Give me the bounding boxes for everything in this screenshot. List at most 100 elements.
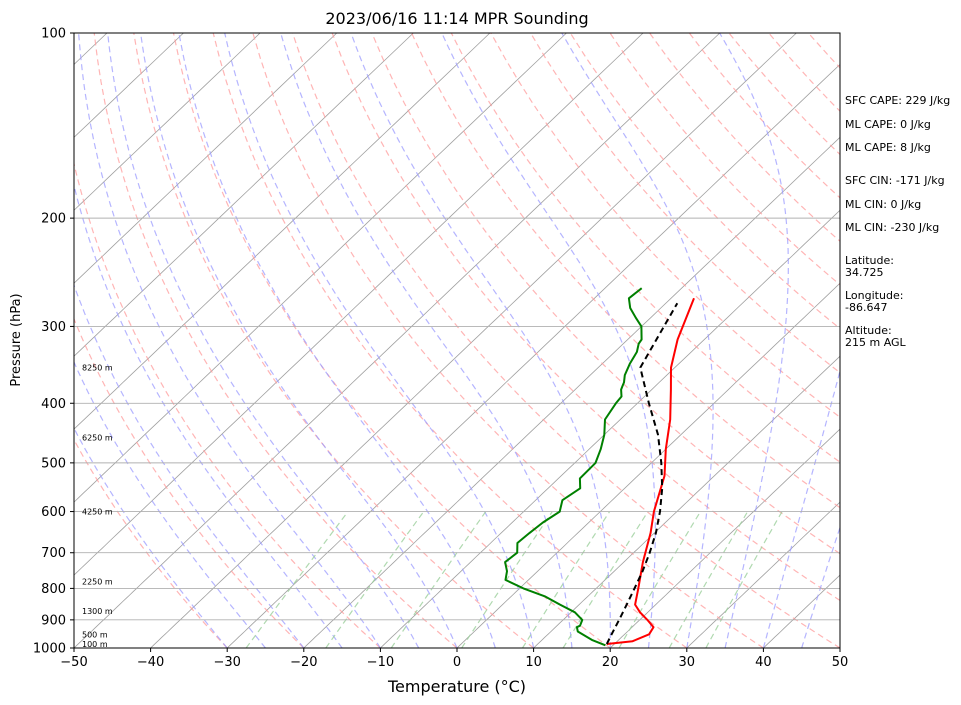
x-tick-label: −10 [367, 655, 394, 670]
mixing-ratio-line [521, 511, 611, 648]
ml-cape-text: ML CAPE: 0 J/kg [845, 118, 931, 131]
mixing-ratio-line [705, 511, 783, 648]
x-tick-label: 40 [755, 655, 772, 670]
dry-adiabat-line [450, 33, 840, 463]
moist-adiabat-line [107, 33, 420, 648]
x-tick-label: −30 [213, 655, 240, 670]
ml-cin-text-2: ML CIN: -230 J/kg [845, 221, 939, 234]
mixing-ratio-line [245, 511, 349, 648]
y-axis-ticks: 100 200 300 400 500 600 700 800 900 1000 [33, 27, 74, 657]
isotherm-line [74, 33, 721, 648]
dry-adiabat-line [609, 33, 840, 286]
sounding-series [504, 287, 695, 647]
moist-adiabat-line [178, 33, 496, 648]
latitude-value: 34.725 [845, 266, 884, 279]
moist-adiabat-line [140, 33, 458, 648]
moist-adiabat-line [561, 33, 714, 648]
height-label: 6250 m [82, 434, 113, 443]
moist-adiabat-line [801, 525, 840, 648]
moist-adiabat-line [762, 368, 840, 648]
dry-adiabat-line [74, 161, 381, 648]
isotherm-line [74, 33, 338, 284]
sfc-cape-text: SFC CAPE: 229 J/kg [845, 94, 950, 107]
dry-adiabat-line [331, 33, 840, 602]
x-tick-label: −20 [290, 655, 317, 670]
x-axis-ticks: −50 −40 −30 −20 −10 0 10 20 30 40 50 [60, 648, 848, 670]
moist-adiabat-line [74, 283, 305, 648]
pressure-gridlines [74, 32, 840, 649]
isotherm-line [150, 33, 797, 648]
x-tick-label: 20 [602, 655, 619, 670]
isotherm-line [686, 501, 840, 648]
y-tick-label: 700 [41, 546, 66, 561]
moist-adiabat-line [280, 33, 573, 648]
dry-adiabat-line [530, 33, 840, 374]
dry-adiabat-line [252, 33, 764, 648]
x-tick-label: 10 [525, 655, 542, 670]
mixing-ratio-line [562, 511, 649, 648]
altitude-label: Altitude: [845, 324, 892, 337]
y-tick-label: 300 [41, 320, 66, 335]
isotherm-line [609, 428, 840, 648]
ml-cape-text-2: ML CAPE: 8 J/kg [845, 141, 931, 154]
height-label: 1300 m [82, 607, 113, 616]
y-axis-label: Pressure (hPa) [9, 293, 24, 386]
dewpoint-line [504, 287, 643, 647]
y-tick-label: 100 [41, 27, 66, 42]
moist-adiabat-line [441, 33, 656, 648]
isotherm-line [74, 33, 567, 503]
y-tick-label: 600 [41, 505, 66, 520]
y-tick-label: 900 [41, 613, 66, 628]
mixing-ratio-line [390, 511, 487, 648]
longitude-label: Longitude: [845, 289, 903, 302]
y-tick-label: 800 [41, 582, 66, 597]
moist-adiabat-line [74, 427, 228, 648]
plot-frame [73, 32, 841, 649]
isotherm-line [74, 33, 491, 430]
y-tick-label: 400 [41, 397, 66, 412]
sounding-parameters: SFC CAPE: 229 J/kg ML CAPE: 0 J/kg ML CA… [845, 94, 950, 349]
y-tick-label: 500 [41, 456, 66, 471]
dry-adiabat-line [490, 33, 840, 418]
isotherm-line [456, 282, 840, 648]
height-label: 8250 m [82, 364, 113, 373]
moist-adiabat-line [74, 183, 343, 648]
dry-adiabat-line [371, 33, 840, 555]
latitude-label: Latitude: [845, 254, 894, 267]
x-axis-label: Temperature (°C) [387, 677, 526, 696]
longitude-value: -86.647 [845, 301, 887, 314]
dry-adiabat-line [212, 33, 688, 648]
ml-cin-text: ML CIN: 0 J/kg [845, 198, 921, 211]
parcel-path-line [605, 302, 679, 645]
height-label: 100 m [82, 640, 108, 649]
x-tick-label: −50 [60, 655, 87, 670]
x-tick-label: 50 [832, 655, 849, 670]
altitude-value: 215 m AGL [845, 336, 907, 349]
dry-adiabat-line [569, 33, 840, 330]
moist-adiabat-line [719, 33, 789, 648]
dry-adiabat-line [74, 317, 305, 648]
dry-adiabat-line [292, 33, 840, 648]
moist-adiabat-line [74, 360, 266, 648]
isotherm-line [226, 63, 840, 648]
temperature-line [606, 297, 695, 645]
dry-adiabat-line [133, 33, 534, 648]
isotherm-line [74, 33, 414, 357]
dry-adiabat-line [93, 33, 458, 648]
y-tick-label: 200 [41, 212, 66, 227]
dry-adiabat-line [74, 438, 228, 648]
height-label: 2250 m [82, 578, 113, 587]
dry-adiabat-line [172, 33, 611, 648]
x-tick-label: 30 [679, 655, 696, 670]
isotherm-line [74, 33, 644, 576]
background-lines [74, 33, 840, 648]
mixing-ratio-line [618, 511, 702, 648]
dry-adiabat-line [411, 33, 840, 509]
height-label: 500 m [82, 630, 108, 639]
chart-title: 2023/06/16 11:14 MPR Sounding [325, 9, 588, 28]
moist-adiabat-line [78, 33, 381, 648]
y-tick-label: 1000 [33, 642, 66, 657]
isotherm-line [380, 209, 840, 648]
